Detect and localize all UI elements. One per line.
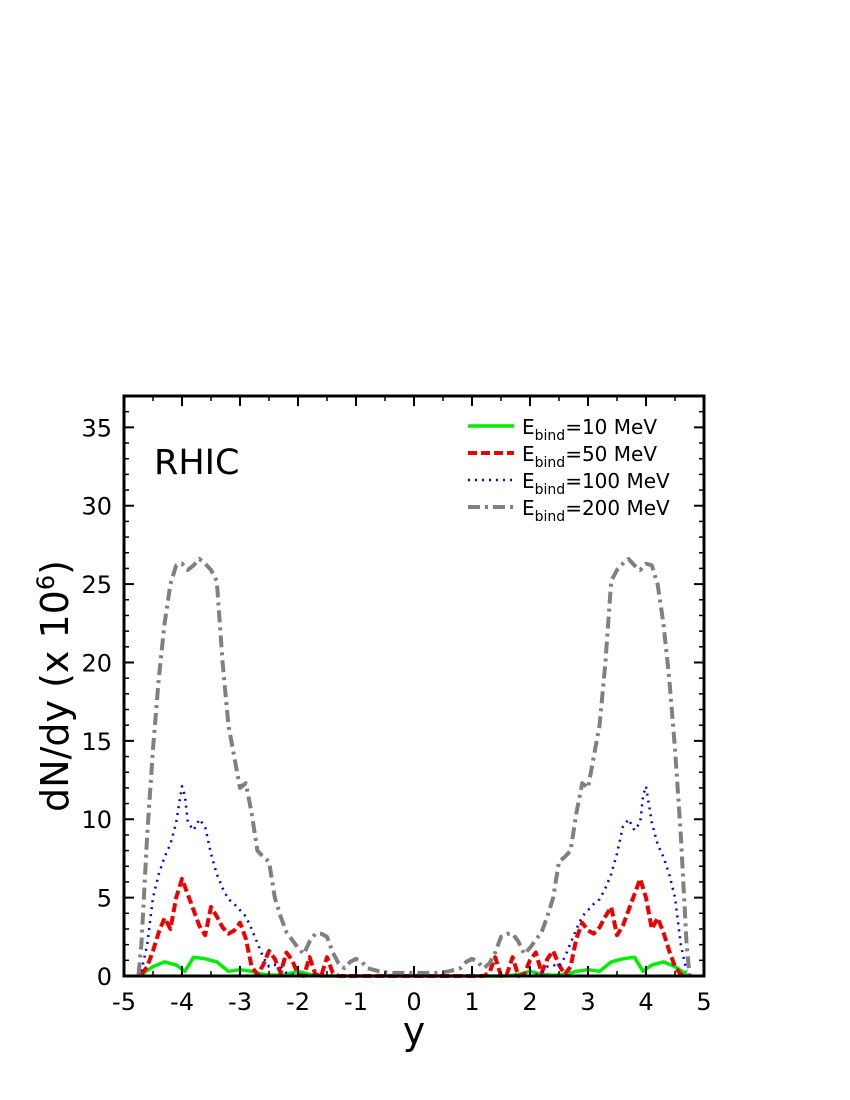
y-tick-label: 15 [81,728,112,756]
y-tick-label: 0 [97,963,112,991]
x-tick-label: -3 [228,988,252,1016]
x-tick-label: 3 [580,988,595,1016]
y-axis-label: dN/dy (x 106) [32,560,77,812]
legend-label-3: Ebind=100 MeV [522,469,670,498]
legend-label-4: Ebind=200 MeV [522,496,670,525]
x-axis-label: y [403,1009,426,1053]
y-tick-label: 35 [81,414,112,442]
legend-label-1: Ebind=10 MeV [522,415,657,444]
x-tick-label: 2 [522,988,537,1016]
x-tick-label: 4 [638,988,653,1016]
tick-layer: -5 -4 -3 -2 -1 0 1 2 3 4 5 0 5 10 15 20 25 30 35 [81,395,712,1016]
series-line-4 [136,557,692,975]
x-tick-label: -2 [286,988,310,1016]
x-tick-label: -5 [112,988,136,1016]
legend-label-2: Ebind=50 MeV [522,442,657,471]
x-tick-label: 0 [406,988,421,1016]
y-axis-label-main: dN/dy (x 10 [33,590,77,812]
y-tick-label: 25 [81,571,112,599]
y-axis-label-sup: 6 [32,575,60,590]
x-tick-label: 5 [696,988,711,1016]
y-tick-label: 10 [81,806,112,834]
x-tick-label: 1 [464,988,479,1016]
series-line-3 [140,785,688,978]
plot-frame [122,394,706,978]
y-tick-label: 20 [81,649,112,677]
chart-annotation: RHIC [154,443,239,483]
x-tick-label: -1 [344,988,368,1016]
series-line-2 [139,876,688,978]
y-axis-label-end: ) [33,560,77,575]
y-tick-label: 5 [97,885,112,913]
y-tick-label: 30 [81,493,112,521]
series-layer [136,557,692,978]
x-tick-label: -4 [170,988,194,1016]
